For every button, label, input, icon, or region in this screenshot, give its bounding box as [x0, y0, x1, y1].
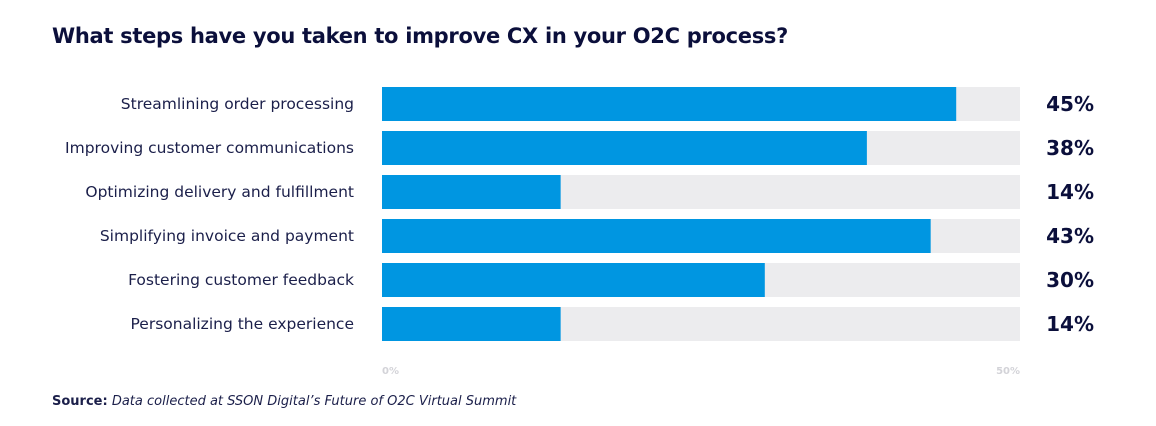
bar	[382, 131, 867, 165]
value-label: 38%	[1046, 136, 1094, 160]
source-label: Source:	[52, 394, 108, 409]
category-label: Personalizing the experience	[130, 315, 354, 333]
bar	[382, 307, 561, 341]
category-label: Optimizing delivery and fulfillment	[85, 183, 354, 201]
bar	[382, 263, 765, 297]
value-label: 14%	[1046, 180, 1094, 204]
bar	[382, 175, 561, 209]
value-label: 30%	[1046, 268, 1094, 292]
category-label: Fostering customer feedback	[128, 271, 354, 289]
category-label: Streamlining order processing	[121, 95, 354, 113]
x-tick-label: 50%	[996, 366, 1020, 377]
value-label: 45%	[1046, 92, 1094, 116]
x-tick-label: 0%	[382, 366, 399, 377]
value-label: 43%	[1046, 224, 1094, 248]
value-label: 14%	[1046, 312, 1094, 336]
category-label: Simplifying invoice and payment	[100, 227, 354, 245]
source-text: Data collected at SSON Digital’s Future …	[111, 394, 517, 409]
source-note: Source: Data collected at SSON Digital’s…	[52, 394, 516, 409]
bar	[382, 219, 931, 253]
category-label: Improving customer communications	[65, 139, 354, 157]
bar	[382, 87, 957, 121]
chart-title: What steps have you taken to improve CX …	[52, 24, 789, 48]
